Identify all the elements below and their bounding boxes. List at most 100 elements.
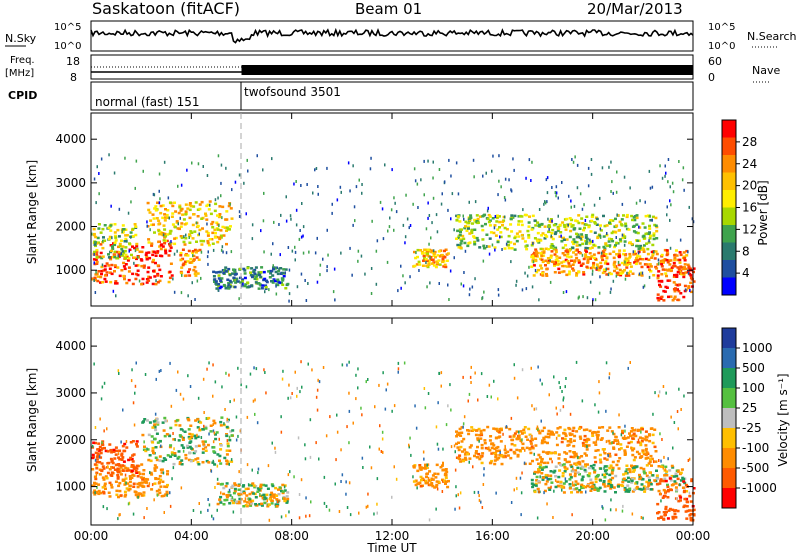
colorbar-tick-label: 28: [742, 135, 757, 149]
echo-cell: [250, 502, 254, 505]
echo-cell: [612, 486, 616, 489]
echo-cell: [172, 277, 174, 281]
echo-cell: [432, 254, 436, 257]
echo-cell: [164, 208, 167, 211]
echo-cell: [246, 487, 250, 490]
echo-cell: [519, 430, 523, 433]
echo-cell: [570, 259, 573, 262]
echo-cell: [196, 457, 200, 460]
echo-cell: [418, 466, 422, 469]
echo-cell: [614, 453, 618, 456]
echo-cell: [178, 434, 182, 437]
echo-cell: [650, 250, 654, 254]
echo-cell: [227, 287, 231, 290]
echo-cell: [187, 418, 191, 422]
echo-cell: [584, 219, 587, 222]
echo-cell: [119, 494, 123, 497]
echo-cell: [686, 263, 690, 267]
echo-cell: [187, 374, 189, 378]
echo-cell: [633, 250, 636, 253]
echo-cell: [123, 495, 127, 498]
echo-cell: [317, 378, 319, 382]
echo-cell: [214, 280, 218, 283]
echo-cell: [148, 211, 152, 214]
echo-cell: [618, 457, 622, 460]
echo-cell: [135, 467, 139, 470]
echo-cell: [619, 272, 623, 275]
echo-cell: [655, 225, 659, 229]
echo-cell: [443, 468, 447, 472]
echo-cell: [425, 264, 429, 268]
echo-cell: [414, 179, 417, 183]
echo-cell: [352, 421, 354, 425]
echo-cell: [623, 263, 627, 266]
echo-cell: [677, 267, 681, 271]
echo-cell: [596, 266, 598, 270]
echo-cell: [520, 491, 523, 495]
echo-cell: [636, 485, 639, 489]
echo-cell: [142, 491, 146, 494]
echo-cell: [495, 216, 499, 219]
echo-cell: [122, 251, 126, 255]
echo-cell: [245, 494, 249, 497]
echo-cell: [103, 268, 107, 271]
echo-cell: [134, 384, 137, 388]
echo-cell: [178, 206, 182, 209]
freq-switching-band: [241, 65, 693, 75]
echo-cell: [664, 507, 668, 511]
echo-cell: [111, 236, 113, 240]
echo-cell: [689, 518, 693, 522]
echo-cell: [485, 233, 489, 236]
echo-cell: [158, 491, 162, 494]
echo-cell: [278, 267, 280, 271]
echo-cell: [627, 366, 629, 370]
echo-cell: [207, 508, 209, 512]
echo-cell: [465, 229, 469, 232]
echo-cell: [430, 262, 434, 265]
echo-cell: [250, 484, 254, 487]
echo-cell: [424, 257, 428, 261]
echo-cell: [573, 204, 576, 208]
echo-cell: [466, 452, 469, 456]
echo-cell: [172, 466, 175, 470]
echo-cell: [603, 490, 607, 493]
echo-cell: [180, 486, 183, 490]
echo-cell: [191, 281, 193, 285]
date-title: 20/Mar/2013: [587, 0, 683, 18]
echo-cell: [97, 227, 101, 230]
echo-cell: [630, 446, 632, 450]
echo-cell: [172, 438, 176, 441]
echo-cell: [153, 469, 157, 472]
echo-cell: [586, 296, 589, 300]
echo-cell: [617, 485, 620, 488]
echo-cell: [532, 251, 536, 255]
echo-cell: [93, 493, 97, 496]
echo-cell: [225, 226, 229, 229]
echo-cell: [98, 172, 100, 175]
echo-cell: [658, 390, 661, 394]
echo-cell: [96, 452, 100, 455]
echo-cell: [478, 439, 480, 443]
echo-cell: [134, 264, 138, 267]
echo-cell: [255, 273, 259, 277]
echo-cell: [593, 231, 597, 234]
echo-cell: [154, 254, 158, 257]
echo-cell: [152, 192, 155, 196]
echo-cell: [111, 461, 115, 465]
echo-cell: [188, 236, 190, 239]
echo-cell: [654, 460, 658, 463]
echo-cell: [92, 233, 96, 237]
echo-cell: [101, 486, 105, 489]
echo-cell: [656, 274, 660, 277]
echo-cell: [460, 426, 464, 429]
echo-cell: [155, 466, 159, 469]
echo-cell: [194, 251, 198, 254]
echo-cell: [570, 225, 574, 228]
echo-cell: [263, 277, 267, 281]
echo-cell: [186, 168, 188, 172]
echo-cell: [510, 247, 514, 250]
echo-cell: [624, 470, 628, 474]
echo-cell: [123, 442, 127, 446]
echo-cell: [459, 491, 462, 495]
echo-cell: [524, 213, 528, 217]
